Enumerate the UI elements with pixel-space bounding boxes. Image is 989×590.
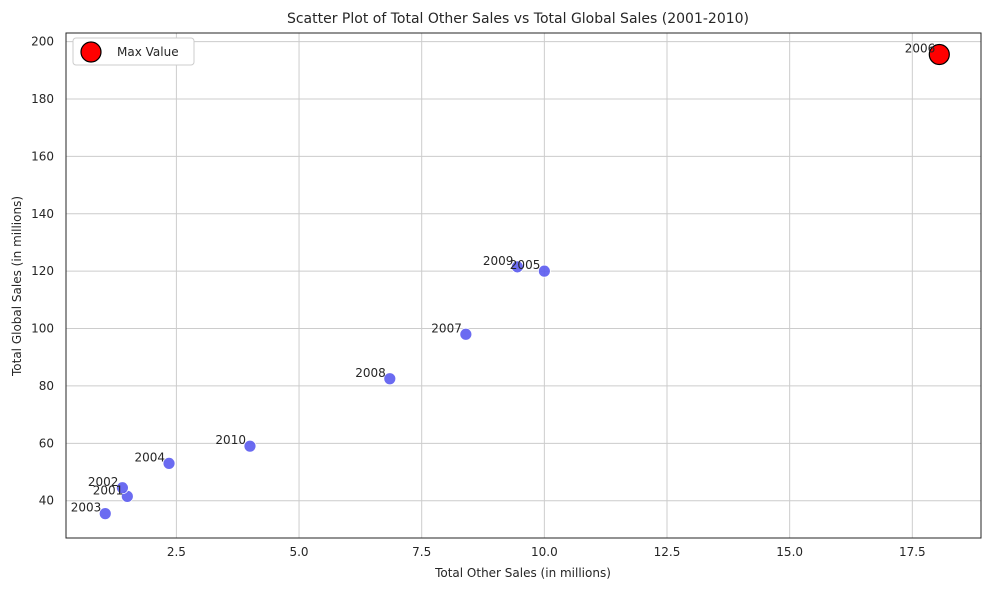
- y-tick-label: 60: [39, 436, 54, 450]
- x-tick-label: 2.5: [167, 545, 186, 559]
- scatter-point: [98, 507, 112, 521]
- point-label: 2007: [431, 321, 462, 335]
- point-label: 2002: [88, 475, 119, 489]
- scatter-point: [510, 260, 524, 274]
- point-label: 2008: [355, 366, 386, 380]
- point-label: 2005: [510, 258, 541, 272]
- legend-label-max: Max Value: [117, 45, 179, 59]
- scatter-point: [162, 456, 176, 470]
- scatter-point: [459, 327, 473, 341]
- y-tick-label: 160: [31, 149, 54, 163]
- grid: [66, 33, 981, 538]
- point-label: 2010: [215, 433, 246, 447]
- x-tick-label: 17.5: [899, 545, 926, 559]
- point-label: 2003: [71, 501, 102, 515]
- chart-title: Scatter Plot of Total Other Sales vs Tot…: [287, 11, 749, 27]
- x-tick-label: 5.0: [289, 545, 308, 559]
- point-label: 2006: [905, 42, 936, 56]
- x-axis-title: Total Other Sales (in millions): [434, 566, 611, 580]
- max-value-point: [928, 43, 950, 66]
- point-label: 2004: [134, 450, 165, 464]
- point-label: 2001: [93, 483, 124, 497]
- y-tick-label: 200: [31, 35, 54, 49]
- data-points: [98, 43, 950, 521]
- y-tick-label: 40: [39, 494, 54, 508]
- x-tick-label: 7.5: [412, 545, 431, 559]
- x-tick-label: 15.0: [776, 545, 803, 559]
- x-tick-label: 10.0: [531, 545, 558, 559]
- legend: Max Value: [72, 37, 195, 66]
- scatter-point: [116, 481, 129, 495]
- legend-box: [72, 37, 195, 66]
- scatter-point: [383, 372, 397, 386]
- y-axis-ticks: 40 60 80 100 120 140 160 180 200: [31, 35, 54, 508]
- y-tick-label: 140: [31, 207, 54, 221]
- y-tick-label: 120: [31, 264, 54, 278]
- legend-marker-max: [80, 41, 102, 63]
- y-tick-label: 100: [31, 322, 54, 336]
- y-tick-label: 180: [31, 92, 54, 106]
- x-axis-ticks: 2.5 5.0 7.5 10.0 12.5 15.0 17.5: [167, 545, 926, 559]
- plot-frame: [65, 32, 982, 539]
- y-axis-title: Total Global Sales (in millions): [10, 196, 24, 377]
- x-tick-label: 12.5: [654, 545, 681, 559]
- point-label: 2009: [483, 254, 514, 268]
- scatter-point: [537, 264, 551, 278]
- scatter-point: [243, 439, 257, 453]
- y-tick-label: 80: [39, 379, 54, 393]
